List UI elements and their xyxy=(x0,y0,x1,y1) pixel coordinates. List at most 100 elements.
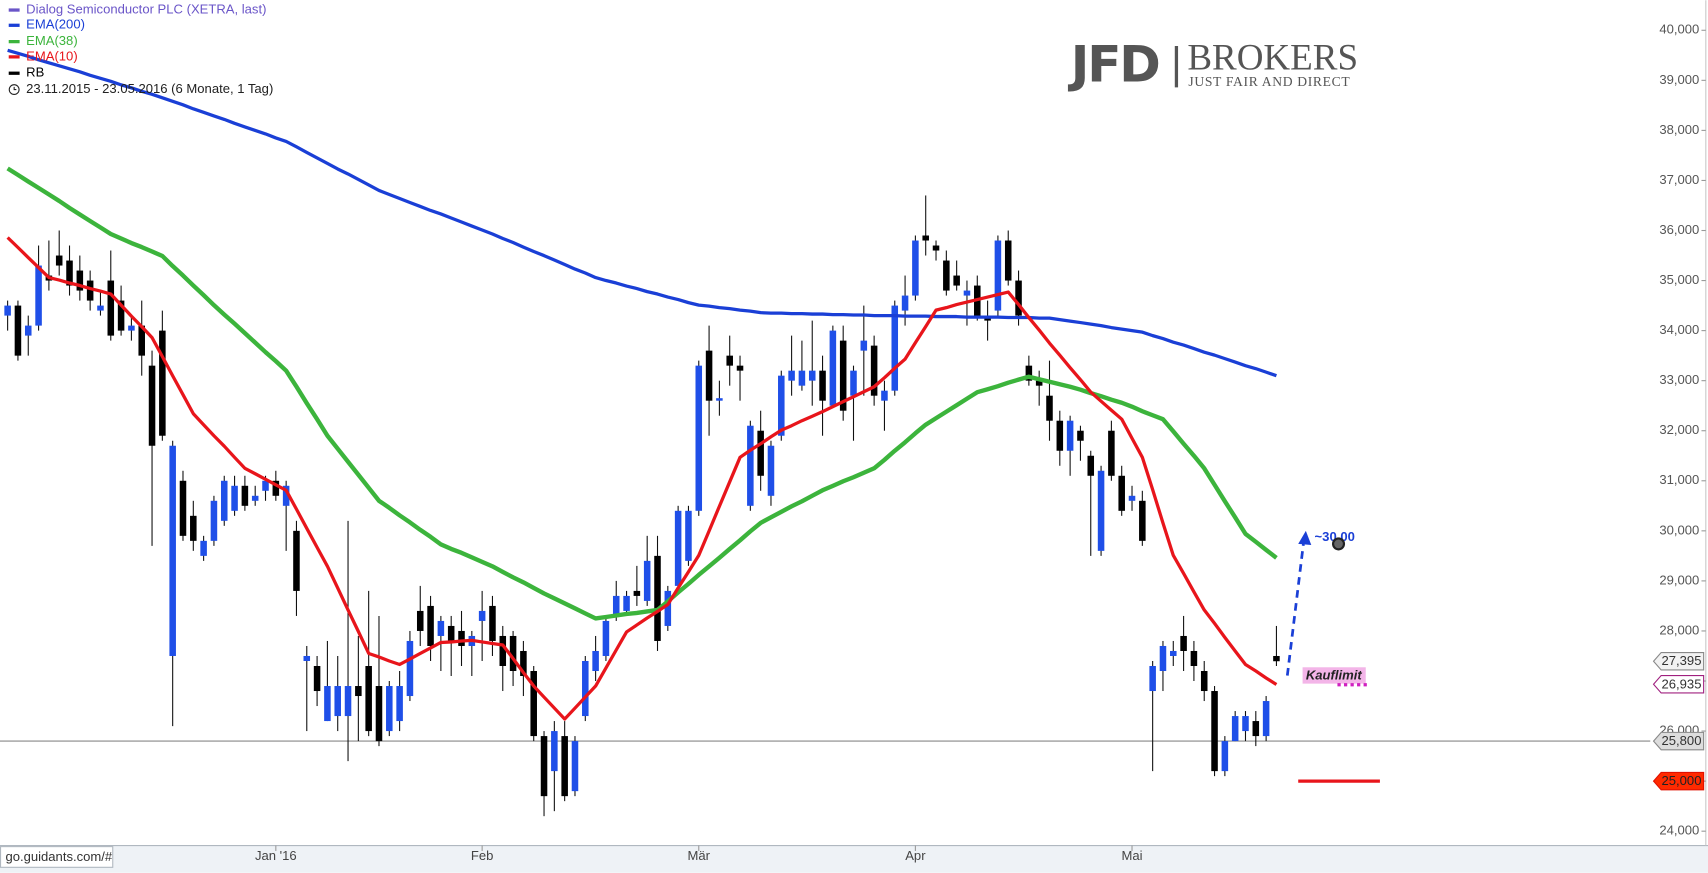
candle-body xyxy=(932,245,940,251)
price-tag xyxy=(1652,675,1705,694)
y-tick-label: 32,000 xyxy=(1659,422,1699,437)
candle-body xyxy=(943,260,950,291)
legend-subtitle: 23.11.2015 - 23.05.2016 (6 Monate, 1 Tag… xyxy=(26,81,273,96)
candle-body xyxy=(674,510,682,586)
candle-body xyxy=(324,686,331,722)
candle-body xyxy=(499,635,507,666)
candle-body xyxy=(148,365,156,446)
candle-body xyxy=(97,305,104,311)
candle-body xyxy=(571,741,579,792)
candle-body xyxy=(478,610,486,621)
y-tick-label: 40,000 xyxy=(1659,22,1699,37)
candle-body xyxy=(654,555,661,641)
candle-body xyxy=(1139,500,1146,541)
candle-body xyxy=(231,485,238,511)
candle-body xyxy=(540,736,548,797)
candle-body xyxy=(788,370,795,381)
candle-body xyxy=(1108,430,1115,476)
candle-body xyxy=(551,731,558,772)
clock-hands xyxy=(13,86,17,91)
y-tick-label: 37,000 xyxy=(1659,172,1699,187)
candle-body xyxy=(695,365,703,511)
legend-label: EMA(10) xyxy=(26,48,78,63)
price-tag xyxy=(1652,731,1705,751)
candle-body xyxy=(1087,455,1095,476)
candle-body xyxy=(35,265,42,326)
price-tag xyxy=(1652,771,1705,791)
logo-tagline: JUST FAIR AND DIRECT xyxy=(1188,74,1350,89)
source-frame xyxy=(0,846,114,868)
candle-body xyxy=(1262,701,1270,737)
candle-body xyxy=(169,445,176,656)
clock-icon xyxy=(8,84,20,96)
candle-body xyxy=(1221,741,1229,772)
candle-body xyxy=(489,605,496,641)
candle-body xyxy=(1242,716,1249,732)
candle-body xyxy=(437,620,445,636)
candle-body xyxy=(757,430,764,476)
candle-body xyxy=(901,295,909,311)
price-tag-label: 25,000 xyxy=(1662,773,1702,788)
price-tag-label: 25,800 xyxy=(1662,733,1702,748)
candle-body xyxy=(912,240,919,296)
y-tick-label: 28,000 xyxy=(1659,622,1699,637)
price-tag-label: 26,935 xyxy=(1662,676,1702,691)
candle-body xyxy=(1200,671,1208,692)
candle-body xyxy=(365,665,372,732)
candle-body xyxy=(117,300,125,331)
candle-body xyxy=(66,260,73,286)
candle-body xyxy=(427,605,434,646)
candle-body xyxy=(386,686,393,732)
target-point xyxy=(1331,537,1346,551)
candle-body xyxy=(1025,365,1033,381)
candle-body xyxy=(159,330,166,436)
candle-body xyxy=(416,610,424,631)
y-tick-label: 30,000 xyxy=(1659,522,1699,537)
x-tick-label: Mär xyxy=(688,848,711,863)
candle-body xyxy=(293,530,300,591)
candle-body xyxy=(1211,691,1218,772)
source: go.guidants.com/# xyxy=(5,849,112,864)
candle-body xyxy=(685,510,692,561)
candle-body xyxy=(396,686,403,722)
candle-body xyxy=(1015,280,1022,316)
candle-body xyxy=(210,500,218,541)
y-tick-label: 36,000 xyxy=(1659,222,1699,237)
candle-body xyxy=(582,660,589,717)
price-tag-label: 27,395 xyxy=(1662,653,1702,668)
candle-body xyxy=(819,370,826,401)
candle-body xyxy=(808,370,816,381)
x-tick-label: Feb xyxy=(471,848,494,863)
target-label: ~30.00 xyxy=(1315,529,1355,544)
candle-body xyxy=(767,445,775,496)
candle-body xyxy=(1252,721,1260,737)
candle-body xyxy=(355,686,362,697)
candle-body xyxy=(179,480,187,536)
candle-body xyxy=(447,625,455,641)
candle-body xyxy=(623,595,630,611)
candle-body xyxy=(24,325,32,336)
candle-body xyxy=(963,290,971,296)
y-tick-label: 35,000 xyxy=(1659,272,1699,287)
candle-body xyxy=(303,655,311,661)
legend-title: Dialog Semiconductor PLC (XETRA, last) xyxy=(26,1,266,16)
logo: JFD BROKERS JUST FAIR AND DIRECT xyxy=(1068,34,1358,93)
candle-body xyxy=(530,671,537,737)
legend-label: RB xyxy=(26,65,44,80)
legend-label: EMA(200) xyxy=(26,17,85,32)
candle-body xyxy=(272,480,280,496)
candle-body xyxy=(1149,665,1156,692)
candle-body xyxy=(1004,240,1012,281)
candle-body xyxy=(612,595,620,616)
legend: Dialog Semiconductor PLC (XETRA, last) E… xyxy=(8,1,273,96)
candle-body xyxy=(86,280,94,301)
x-tick-label: Apr xyxy=(905,848,926,863)
candle-body xyxy=(1180,635,1187,651)
note-label: Kauflimit xyxy=(1306,667,1363,682)
candle-body xyxy=(870,345,878,396)
legend-label: EMA(38) xyxy=(26,33,78,48)
candle-body xyxy=(726,355,733,366)
candle-body xyxy=(251,495,259,501)
candle-body xyxy=(1077,430,1084,441)
